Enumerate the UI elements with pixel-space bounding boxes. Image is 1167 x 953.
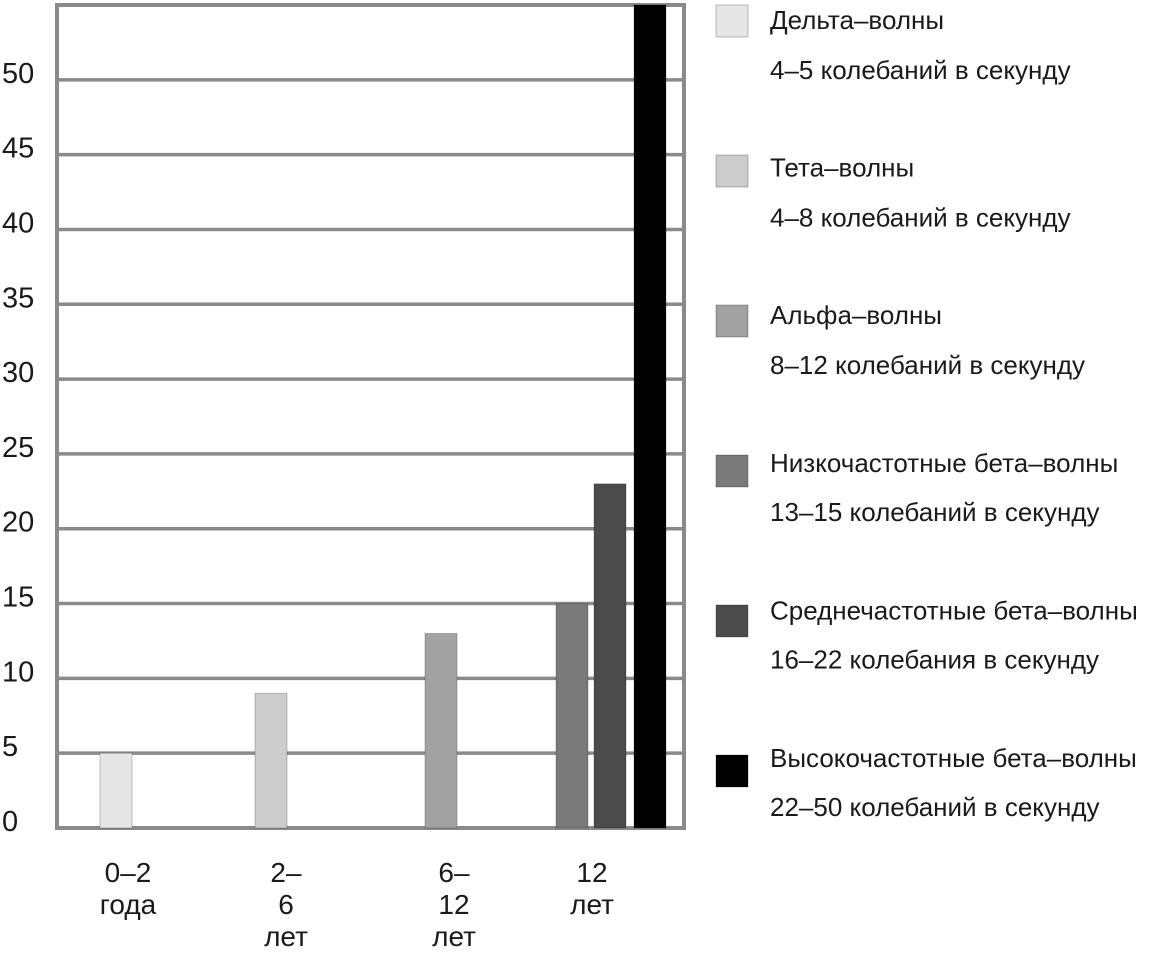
legend-series-name: Высокочастотные бета–волны [770,743,1137,773]
legend-swatch [715,154,749,188]
legend-series-description: 13–15 колебаний в секунду [770,497,1100,527]
legend-series-name: Дельта–волны [770,5,944,35]
y-tick-label: 50 [2,58,34,90]
bar-chart: 0 5 10 15 20 25 30 35 40 45 50 Дельта–волны 4–5 коле… [2,3,1138,838]
bars [99,4,667,829]
legend-series-name: Альфа–волны [770,300,942,330]
high-beta-wave-bar [633,4,667,829]
y-tick-label: 35 [2,282,34,314]
legend-item: Среднечастотные бета–волны 16–22 колебани… [715,595,1138,675]
legend-item: Высокочастотные бета–волны 22–50 колебани… [715,743,1137,822]
y-tick-label: 40 [2,207,34,239]
theta-wave-bar [254,692,288,829]
legend-item: Альфа–волны 8–12 колебаний в секунду [715,300,1085,380]
brainwave-chart-figure: 0 5 10 15 20 25 30 35 40 45 50 Дельта–волны 4–5 коле… [2,3,1138,952]
legend: Дельта–волны 4–5 колебаний в секунду Тета–… [715,4,1138,822]
legend-series-name: Среднечастотные бета–волны [770,595,1138,625]
x-tick-label: 2–6 лет [264,857,308,952]
y-tick-label: 20 [2,507,34,539]
legend-series-description: 22–50 колебаний в секунду [770,792,1100,822]
y-tick-label: 10 [2,656,34,688]
legend-series-description: 4–8 колебаний в секунду [770,202,1071,232]
plot-area [55,3,686,830]
x-tick-label: 12 лет [570,857,614,920]
legend-swatch [715,304,749,338]
delta-wave-bar [99,752,133,829]
y-tick-label: 0 [2,806,18,838]
y-tick-label: 25 [2,432,34,464]
y-axis-tick-labels: 0 5 10 15 20 25 30 35 40 45 50 [2,58,34,838]
legend-item: Низкочастотные бета–волны 13–15 колебаний… [715,448,1118,527]
gridlines [57,78,684,830]
y-tick-label: 45 [2,133,34,165]
legend-item: Тета–волны 4–8 колебаний в секунду [715,153,1071,232]
x-tick-label: 6–12 лет [432,857,476,952]
legend-series-description: 16–22 колебания в секунду [770,645,1099,675]
legend-swatch [715,454,749,488]
y-tick-label: 30 [2,357,34,389]
legend-series-name: Низкочастотные бета–волны [770,448,1118,478]
legend-swatch [715,754,749,788]
legend-swatch [715,604,749,638]
legend-series-description: 8–12 колебаний в секунду [770,350,1085,380]
low-beta-wave-bar [555,603,589,829]
legend-series-description: 4–5 колебаний в секунду [770,55,1071,85]
y-tick-label: 15 [2,582,34,614]
legend-swatch [715,4,749,38]
legend-series-name: Тета–волны [770,153,914,183]
legend-item: Дельта–волны 4–5 колебаний в секунду [715,4,1071,85]
alpha-wave-bar [424,632,458,829]
y-tick-label: 5 [2,731,18,763]
mid-beta-wave-bar [593,483,627,829]
plot-frame [55,3,686,830]
x-tick-label: 0–2 года [99,857,157,920]
